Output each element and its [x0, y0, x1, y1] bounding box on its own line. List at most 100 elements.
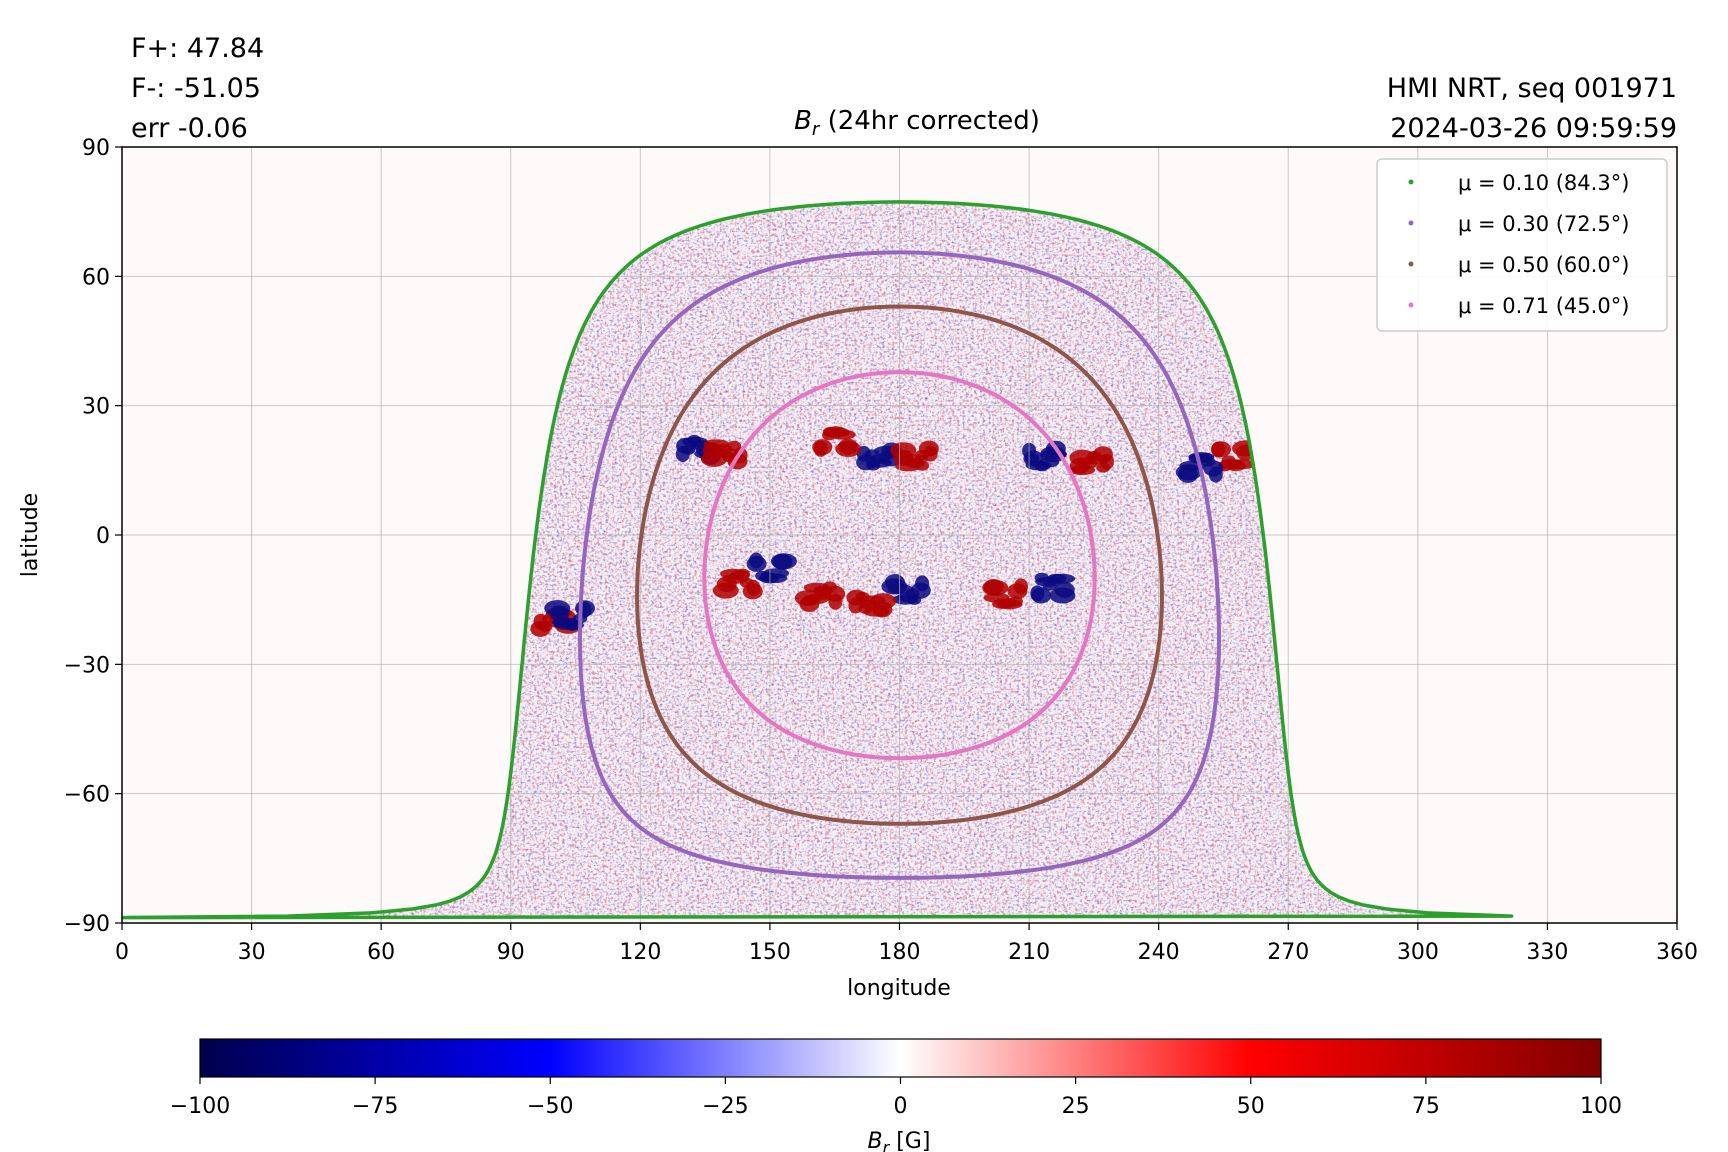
y-tick-label: −90	[64, 912, 110, 937]
colorbar-tick-label: 75	[1412, 1094, 1440, 1119]
region-pixel-cluster	[846, 589, 867, 606]
region-pixel-cluster	[720, 568, 747, 579]
chart-title: Br (24hr corrected)	[794, 106, 1040, 140]
x-axis-label: longitude	[847, 976, 951, 1001]
legend-box	[1376, 158, 1668, 332]
region-pixel-cluster	[544, 600, 571, 617]
legend-marker	[1408, 302, 1414, 308]
x-tick-label: 90	[497, 940, 525, 965]
colorbar-tick-label: −75	[352, 1094, 398, 1119]
x-tick-label: 240	[1138, 940, 1180, 965]
mu-contour-0	[122, 200, 1514, 920]
region-pixel-cluster	[1023, 450, 1044, 467]
region-pixel-cluster	[712, 582, 739, 599]
active-region-negative	[856, 442, 905, 471]
region-pixel-cluster	[1069, 449, 1096, 466]
colorbar-tick-label: 25	[1062, 1094, 1090, 1119]
y-tick-label: −30	[64, 653, 110, 678]
x-tick-label: 150	[749, 940, 791, 965]
region-pixel-cluster	[910, 582, 931, 599]
active-region-positive	[1069, 446, 1114, 476]
x-tick-label: 330	[1526, 940, 1568, 965]
x-tick-label: 180	[879, 940, 921, 965]
colorbar-tick-label: −100	[170, 1094, 230, 1119]
active-region-positive	[794, 581, 846, 612]
active-region-positive	[712, 568, 763, 600]
active-region-positive	[982, 578, 1028, 610]
region-pixel-cluster	[1007, 583, 1028, 600]
flux-positive-text: F+: 47.84	[131, 33, 264, 64]
region-pixel-cluster	[746, 555, 767, 572]
region-pixel-cluster	[918, 440, 939, 457]
x-axis: 0 30 60 90 120 150 180 210 240 270 300 330 360	[115, 923, 1698, 965]
x-tick-label: 210	[1008, 940, 1050, 965]
colorbar-label-sub: r	[883, 1138, 891, 1152]
region-pixel-cluster	[1031, 587, 1052, 604]
colorbar-label-unit: [G]	[889, 1129, 930, 1152]
colorbar-tick-label: −25	[702, 1094, 748, 1119]
timestamp-text: 2024-03-26 09:59:59	[1390, 113, 1677, 144]
colorbar-tick-label: 50	[1237, 1094, 1265, 1119]
flux-error-text: err -0.06	[131, 113, 248, 144]
mu-contour-3	[702, 370, 1097, 761]
region-pixel-cluster	[835, 441, 862, 457]
y-tick-label: 60	[82, 265, 110, 290]
region-pixel-cluster	[825, 585, 846, 602]
x-tick-label: 120	[619, 940, 661, 965]
legend-marker	[1408, 179, 1414, 185]
title-rest: (24hr corrected)	[819, 106, 1040, 136]
region-pixel-cluster	[553, 619, 580, 630]
region-pixel-cluster	[895, 461, 922, 472]
region-pixel-cluster	[1096, 462, 1111, 473]
region-pixel-cluster	[983, 592, 1010, 603]
region-pixel-cluster	[1203, 460, 1224, 477]
region-pixel-cluster	[727, 440, 742, 451]
region-pixel-cluster	[1211, 441, 1231, 458]
legend: μ = 0.10 (84.3°) μ = 0.30 (72.5°) μ = 0.50…	[1376, 158, 1668, 332]
colorbar	[199, 1038, 1602, 1078]
region-pixel-cluster	[530, 620, 551, 637]
mu-contour-1	[578, 250, 1221, 880]
region-pixel-cluster	[1093, 446, 1113, 463]
region-pixel-cluster	[887, 584, 914, 595]
y-tick-label: 30	[82, 395, 110, 420]
y-axis-label: latitude	[18, 493, 43, 577]
flux-negative-text: F-: -51.05	[131, 73, 261, 104]
legend-marker	[1408, 220, 1414, 226]
region-pixel-cluster	[1034, 572, 1049, 583]
y-axis: 90 60 30 0 −30 −60 −90	[64, 136, 122, 937]
region-pixel-cluster	[982, 579, 1009, 596]
mu-contours	[122, 200, 1514, 920]
legend-label: μ = 0.10 (84.3°)	[1458, 171, 1629, 195]
region-pixel-cluster	[890, 442, 917, 459]
x-tick-label: 30	[238, 940, 266, 965]
legend-label: μ = 0.50 (60.0°)	[1458, 253, 1629, 277]
x-tick-label: 360	[1656, 940, 1698, 965]
region-pixel-cluster	[870, 593, 897, 610]
colorbar-ticks: −100 −75 −50 −25 0 25 50 75 100	[170, 1077, 1622, 1119]
active-region-negative	[1175, 452, 1224, 483]
region-pixel-cluster	[676, 437, 697, 454]
title-sub: r	[812, 119, 821, 140]
active-region-positive	[890, 440, 939, 472]
x-tick-label: 0	[115, 940, 129, 965]
region-pixel-cluster	[803, 594, 830, 604]
region-pixel-cluster	[770, 553, 797, 570]
legend-label: μ = 0.71 (45.0°)	[1458, 294, 1629, 318]
colorbar-label: Br [G]	[868, 1129, 931, 1152]
title-var: B	[794, 106, 812, 136]
y-tick-label: 90	[82, 136, 110, 161]
region-pixel-cluster	[829, 429, 856, 440]
colorbar-tick-label: −50	[527, 1094, 573, 1119]
mu-contour-2	[635, 304, 1164, 826]
colorbar-tick-label: 100	[1580, 1094, 1622, 1119]
region-pixel-cluster	[1229, 459, 1255, 470]
legend-marker	[1408, 261, 1414, 267]
region-pixel-cluster	[703, 439, 730, 450]
active-region-negative	[1030, 572, 1076, 604]
region-pixel-cluster	[856, 454, 877, 471]
x-tick-label: 300	[1397, 940, 1439, 965]
legend-label: μ = 0.30 (72.5°)	[1458, 212, 1629, 236]
colorbar-label-var: B	[868, 1129, 883, 1152]
colorbar-tick-label: 0	[894, 1094, 908, 1119]
